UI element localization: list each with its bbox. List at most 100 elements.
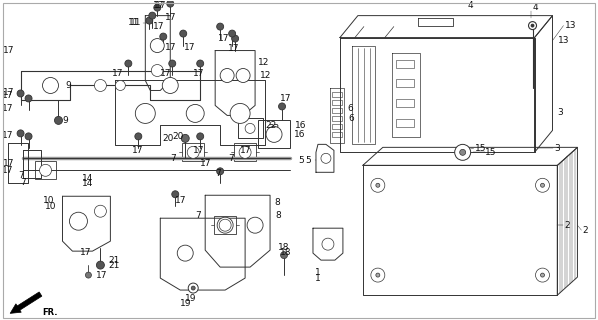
Bar xyxy=(396,60,414,68)
Circle shape xyxy=(217,217,233,233)
Circle shape xyxy=(96,261,105,269)
Text: 17: 17 xyxy=(153,1,165,10)
Circle shape xyxy=(169,60,176,67)
Text: 19: 19 xyxy=(185,293,197,302)
Circle shape xyxy=(54,116,62,124)
Circle shape xyxy=(197,60,204,67)
Circle shape xyxy=(536,178,550,192)
Circle shape xyxy=(529,22,536,29)
Text: 8: 8 xyxy=(274,198,280,207)
Text: 5: 5 xyxy=(305,156,311,165)
Text: 22: 22 xyxy=(268,124,279,133)
Text: 12: 12 xyxy=(260,71,271,80)
Text: 5: 5 xyxy=(298,156,304,165)
Circle shape xyxy=(219,219,231,231)
Circle shape xyxy=(371,268,385,282)
Circle shape xyxy=(94,79,106,92)
Bar xyxy=(396,119,414,127)
Circle shape xyxy=(135,133,142,140)
Text: 7: 7 xyxy=(228,154,234,163)
Text: 4: 4 xyxy=(533,3,538,12)
Circle shape xyxy=(180,30,187,37)
Circle shape xyxy=(135,103,155,124)
Circle shape xyxy=(322,238,334,250)
Circle shape xyxy=(94,205,106,217)
Text: 14: 14 xyxy=(83,179,94,188)
Circle shape xyxy=(150,39,164,52)
Text: 3: 3 xyxy=(554,144,560,153)
Circle shape xyxy=(187,146,199,158)
Circle shape xyxy=(228,30,236,37)
Text: 11: 11 xyxy=(129,18,140,27)
Text: 2: 2 xyxy=(565,221,570,230)
Text: 17: 17 xyxy=(96,271,108,280)
Circle shape xyxy=(371,178,385,192)
Text: 17: 17 xyxy=(184,43,196,52)
Text: 17: 17 xyxy=(2,104,13,113)
Text: 9: 9 xyxy=(65,81,71,90)
Circle shape xyxy=(280,252,288,259)
Text: 17: 17 xyxy=(2,46,14,55)
Text: 17: 17 xyxy=(228,44,240,53)
Circle shape xyxy=(149,12,156,19)
Circle shape xyxy=(146,17,153,24)
Circle shape xyxy=(86,272,91,278)
Bar xyxy=(332,132,342,137)
Circle shape xyxy=(247,217,263,233)
Circle shape xyxy=(17,130,24,137)
FancyArrow shape xyxy=(10,292,42,313)
Bar xyxy=(258,120,290,148)
Text: 14: 14 xyxy=(83,174,94,183)
Text: 20: 20 xyxy=(172,132,184,141)
Text: 17: 17 xyxy=(112,69,124,78)
Bar xyxy=(332,100,342,105)
Text: 17: 17 xyxy=(81,248,92,257)
Circle shape xyxy=(220,68,234,83)
Circle shape xyxy=(25,133,32,140)
Circle shape xyxy=(191,286,195,290)
Text: 7: 7 xyxy=(20,178,26,187)
Text: 20: 20 xyxy=(162,134,173,143)
Bar xyxy=(396,100,414,108)
Circle shape xyxy=(177,245,193,261)
Text: 17: 17 xyxy=(2,88,14,97)
Text: 17: 17 xyxy=(175,196,187,205)
Circle shape xyxy=(321,153,331,163)
Bar xyxy=(214,216,236,234)
Text: 17: 17 xyxy=(165,43,177,52)
Bar xyxy=(332,116,342,121)
Text: 6: 6 xyxy=(347,104,353,113)
Circle shape xyxy=(160,33,167,40)
Text: FR.: FR. xyxy=(42,308,58,317)
Circle shape xyxy=(69,212,87,230)
Text: 17: 17 xyxy=(2,166,13,175)
Text: 16: 16 xyxy=(294,130,306,139)
Text: 17: 17 xyxy=(240,146,252,155)
Circle shape xyxy=(266,126,282,142)
Text: 13: 13 xyxy=(557,36,569,45)
Text: 17: 17 xyxy=(160,69,172,78)
Text: 17: 17 xyxy=(132,146,144,155)
Text: 1: 1 xyxy=(315,274,321,283)
Circle shape xyxy=(279,103,285,110)
Text: 11: 11 xyxy=(130,18,142,27)
Text: 15: 15 xyxy=(484,148,496,157)
Text: 21: 21 xyxy=(108,256,120,265)
Text: 7: 7 xyxy=(170,154,176,163)
Text: 2: 2 xyxy=(582,226,588,235)
Circle shape xyxy=(181,134,189,142)
Circle shape xyxy=(25,95,32,102)
Circle shape xyxy=(186,104,204,123)
Text: 17: 17 xyxy=(155,1,167,10)
Bar xyxy=(332,124,342,129)
Text: 9: 9 xyxy=(62,116,68,125)
Text: 7: 7 xyxy=(195,211,201,220)
Text: 10: 10 xyxy=(42,196,54,205)
Circle shape xyxy=(151,65,163,76)
Text: 17: 17 xyxy=(153,22,165,31)
Circle shape xyxy=(531,24,534,27)
Circle shape xyxy=(541,273,545,277)
Circle shape xyxy=(376,183,380,187)
Circle shape xyxy=(197,133,204,140)
Text: 8: 8 xyxy=(275,211,281,220)
